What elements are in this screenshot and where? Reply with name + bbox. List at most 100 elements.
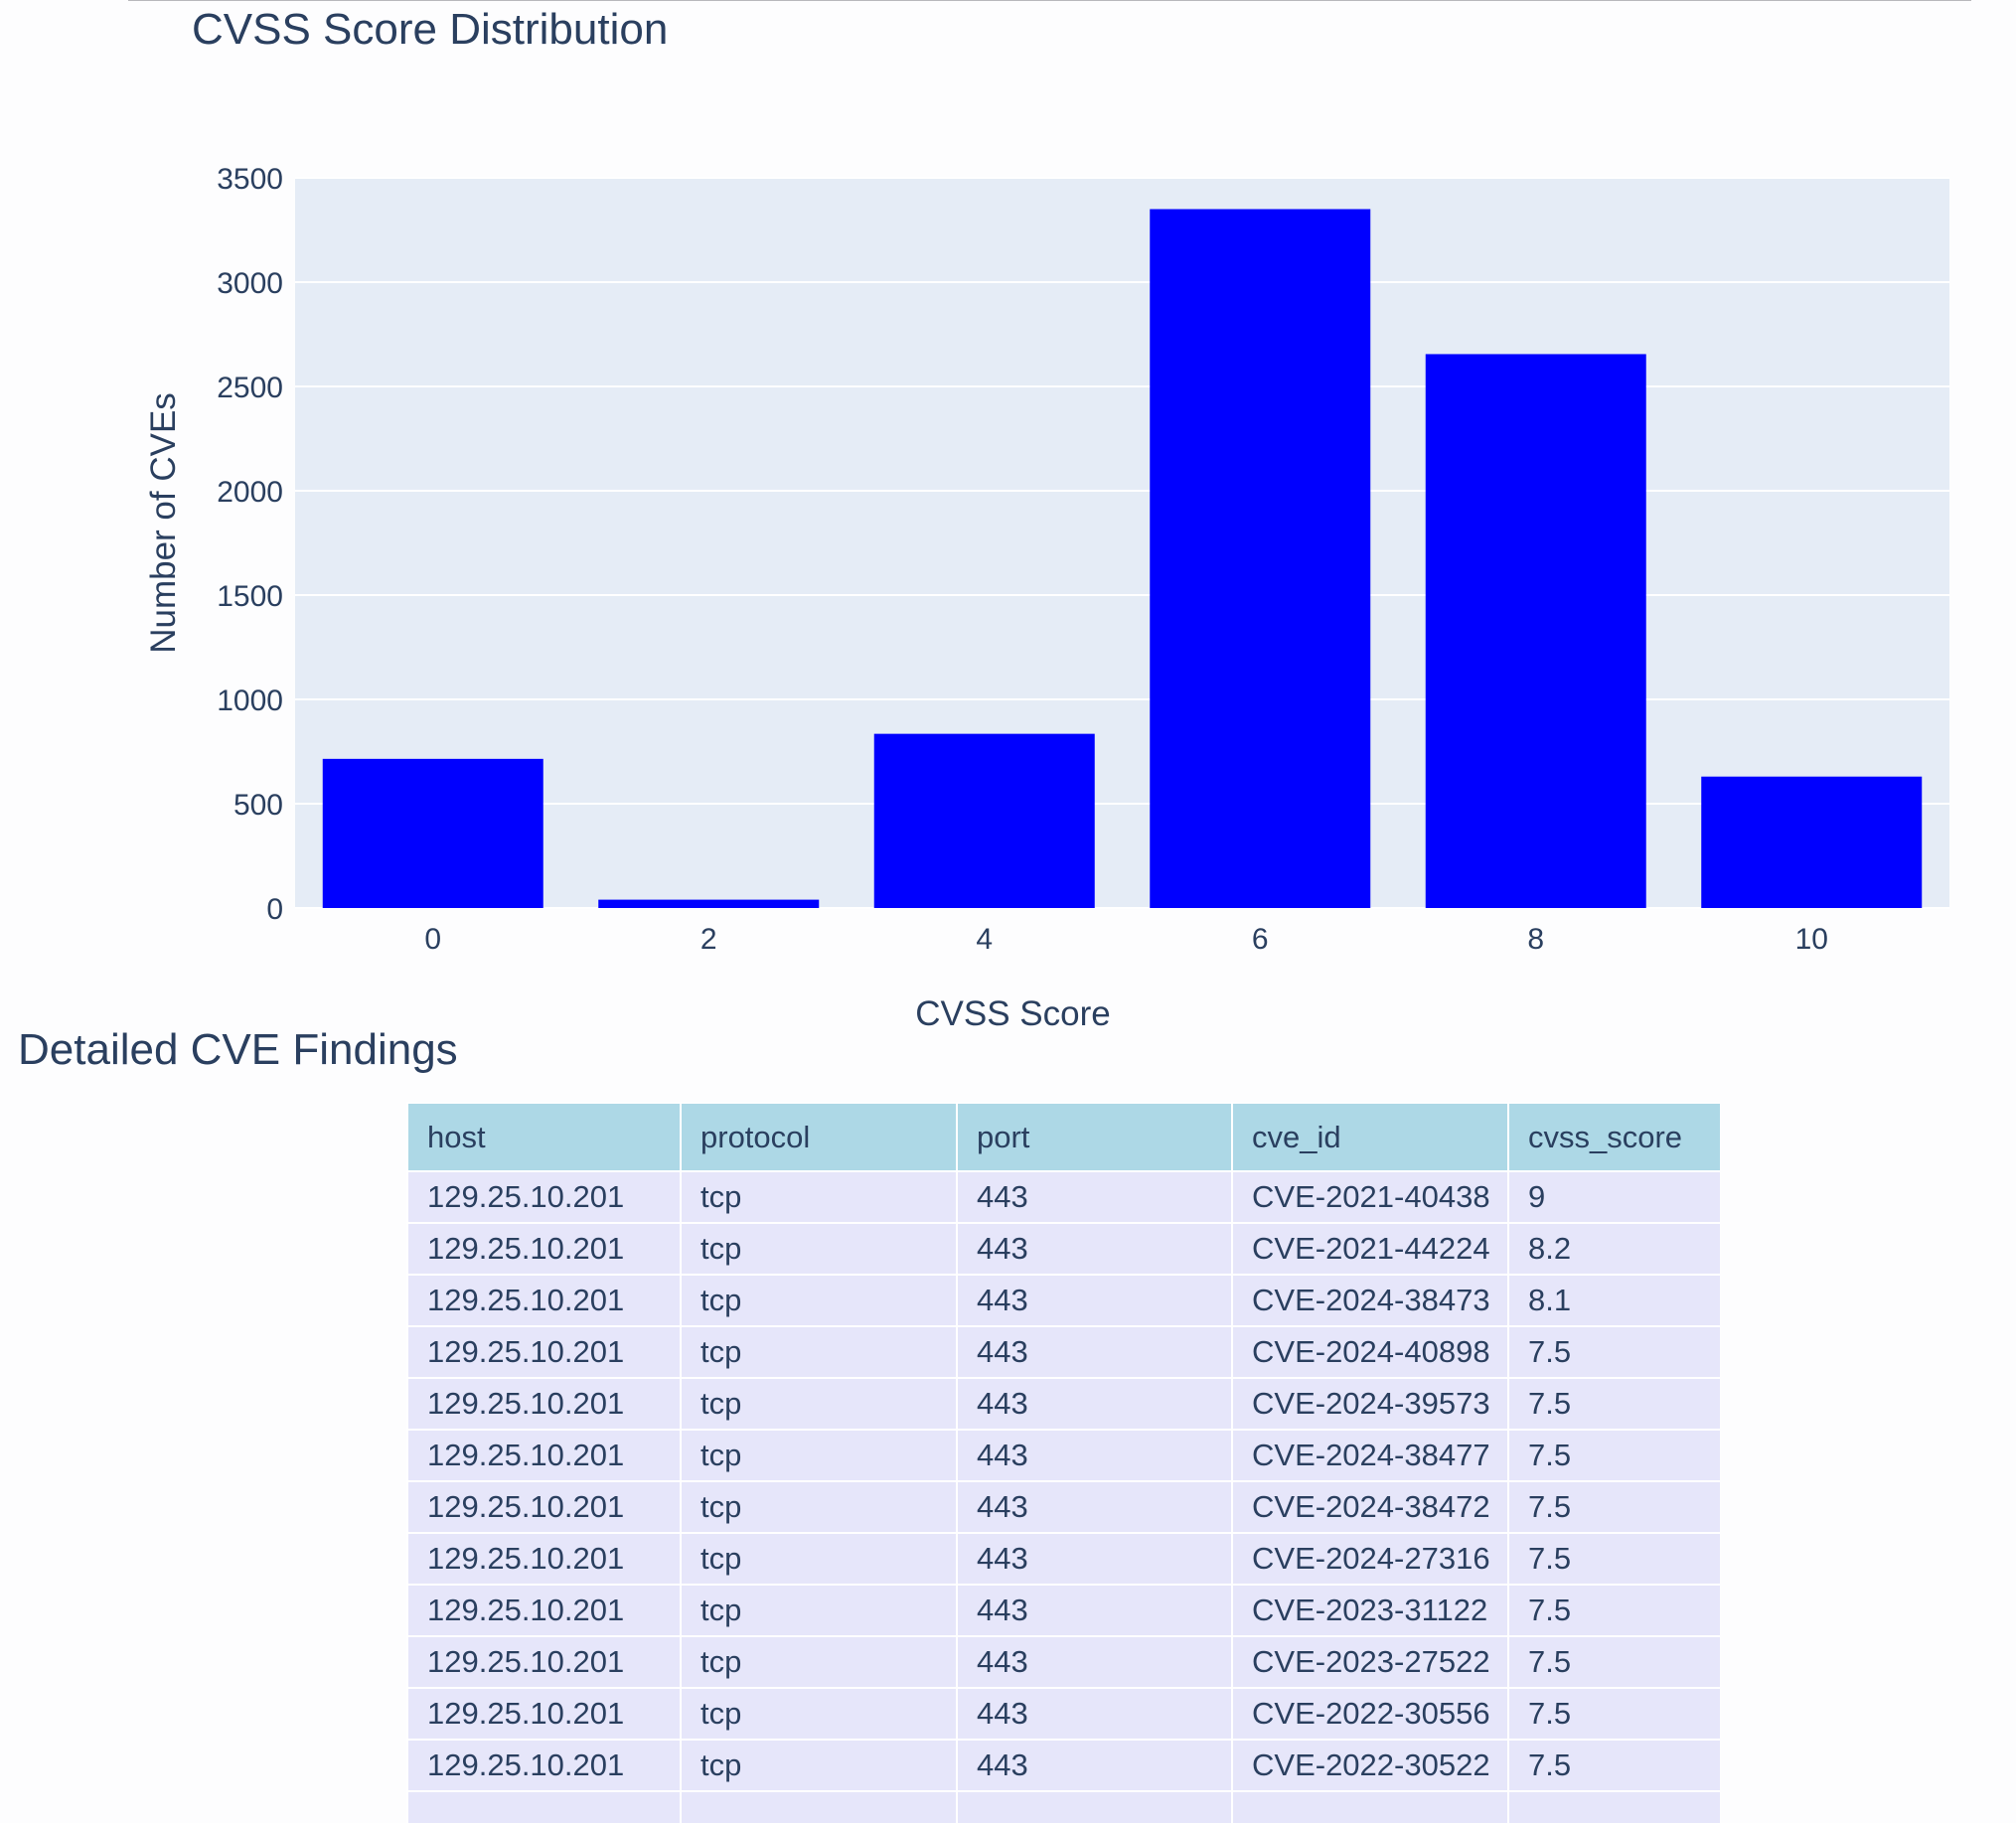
cell-port: 443 bbox=[956, 1480, 1233, 1534]
x-axis-ticks: 0 2 4 6 8 10 bbox=[424, 923, 1828, 956]
cell-cvss-score: 7.5 bbox=[1507, 1480, 1720, 1534]
table-row: 129.25.10.201 tcp 443 CVE-2021-40438 9 bbox=[406, 1170, 1720, 1224]
cell-cvss-score: 7.5 bbox=[1507, 1635, 1720, 1689]
x-tick-label: 0 bbox=[424, 923, 441, 956]
cell-protocol: tcp bbox=[680, 1222, 958, 1276]
cell-cve-id: CVE-2024-39573 bbox=[1231, 1377, 1509, 1431]
bar-cvss-6 bbox=[1150, 209, 1371, 908]
cell-protocol: tcp bbox=[680, 1687, 958, 1741]
y-axis-title: Number of CVEs bbox=[144, 392, 183, 654]
cvss-bar-chart: CVSS Score Distribution 0 500 1000 1500 2000… bbox=[144, 5, 1949, 1033]
cell-host: 129.25.10.201 bbox=[406, 1222, 682, 1276]
section-title: Detailed CVE Findings bbox=[18, 1025, 458, 1074]
y-axis-ticks: 0 500 1000 1500 2000 2500 3000 3500 bbox=[217, 163, 283, 926]
cell-cvss-score bbox=[1507, 1790, 1720, 1823]
cell-cvss-score: 7.5 bbox=[1507, 1584, 1720, 1637]
gridlines bbox=[295, 177, 1949, 909]
cell-cvss-score: 7.5 bbox=[1507, 1739, 1720, 1792]
cell-cvss-score: 7.5 bbox=[1507, 1325, 1720, 1379]
table-row: 129.25.10.201 tcp 443 CVE-2022-30556 7.5 bbox=[406, 1687, 1720, 1741]
cell-cve-id: CVE-2023-31122 bbox=[1231, 1584, 1509, 1637]
x-tick-label: 4 bbox=[976, 923, 993, 956]
x-tick-label: 2 bbox=[700, 923, 717, 956]
cell-port: 443 bbox=[956, 1429, 1233, 1482]
cell-port: 443 bbox=[956, 1739, 1233, 1792]
y-tick-label: 3000 bbox=[217, 267, 283, 300]
cell-cvss-score: 7.5 bbox=[1507, 1532, 1720, 1586]
cell-host bbox=[406, 1790, 682, 1823]
cell-protocol: tcp bbox=[680, 1429, 958, 1482]
cell-host: 129.25.10.201 bbox=[406, 1377, 682, 1431]
cell-port: 443 bbox=[956, 1687, 1233, 1741]
y-tick-label: 0 bbox=[266, 893, 283, 926]
bar-cvss-2 bbox=[598, 899, 820, 908]
table-row: 129.25.10.201 tcp 443 CVE-2024-38477 7.5 bbox=[406, 1429, 1720, 1482]
table-row: 129.25.10.201 tcp 443 CVE-2024-39573 7.5 bbox=[406, 1377, 1720, 1431]
cell-cvss-score: 7.5 bbox=[1507, 1377, 1720, 1431]
x-tick-label: 6 bbox=[1252, 923, 1269, 956]
x-axis-title: CVSS Score bbox=[915, 994, 1110, 1033]
y-tick-label: 500 bbox=[233, 789, 283, 822]
cell-protocol: tcp bbox=[680, 1325, 958, 1379]
table-header-row: host protocol port cve_id cvss_score bbox=[406, 1102, 1720, 1172]
table-row bbox=[406, 1790, 1720, 1823]
cell-cve-id bbox=[1231, 1790, 1509, 1823]
table-row: 129.25.10.201 tcp 443 CVE-2024-40898 7.5 bbox=[406, 1325, 1720, 1379]
table-row: 129.25.10.201 tcp 443 CVE-2021-44224 8.2 bbox=[406, 1222, 1720, 1276]
y-tick-label: 1000 bbox=[217, 684, 283, 717]
bar-cvss-8 bbox=[1425, 354, 1646, 908]
y-tick-label: 2500 bbox=[217, 372, 283, 404]
cell-cvss-score: 9 bbox=[1507, 1170, 1720, 1224]
cell-cve-id: CVE-2022-30556 bbox=[1231, 1687, 1509, 1741]
cell-port: 443 bbox=[956, 1377, 1233, 1431]
cell-cvss-score: 8.2 bbox=[1507, 1222, 1720, 1276]
cell-host: 129.25.10.201 bbox=[406, 1480, 682, 1534]
cell-protocol: tcp bbox=[680, 1480, 958, 1534]
cve-findings-table-container: host protocol port cve_id cvss_score 129… bbox=[406, 1102, 1720, 1823]
cell-cve-id: CVE-2021-40438 bbox=[1231, 1170, 1509, 1224]
cell-cve-id: CVE-2024-40898 bbox=[1231, 1325, 1509, 1379]
cell-port: 443 bbox=[956, 1325, 1233, 1379]
bar-cvss-10 bbox=[1701, 776, 1923, 908]
table-row: 129.25.10.201 tcp 443 CVE-2024-27316 7.5 bbox=[406, 1532, 1720, 1586]
cell-port: 443 bbox=[956, 1222, 1233, 1276]
cell-host: 129.25.10.201 bbox=[406, 1429, 682, 1482]
y-tick-label: 1500 bbox=[217, 580, 283, 613]
cell-cve-id: CVE-2021-44224 bbox=[1231, 1222, 1509, 1276]
top-divider bbox=[128, 0, 1971, 1]
cve-findings-table: host protocol port cve_id cvss_score 129… bbox=[406, 1102, 1720, 1823]
table-row: 129.25.10.201 tcp 443 CVE-2024-38473 8.1 bbox=[406, 1274, 1720, 1327]
cell-port bbox=[956, 1790, 1233, 1823]
header-protocol: protocol bbox=[680, 1102, 958, 1172]
cell-protocol: tcp bbox=[680, 1377, 958, 1431]
cell-port: 443 bbox=[956, 1532, 1233, 1586]
cell-protocol: tcp bbox=[680, 1170, 958, 1224]
cell-protocol: tcp bbox=[680, 1635, 958, 1689]
plot-area bbox=[295, 178, 1949, 908]
cell-port: 443 bbox=[956, 1584, 1233, 1637]
cell-protocol: tcp bbox=[680, 1584, 958, 1637]
x-tick-label: 10 bbox=[1795, 923, 1828, 956]
cell-cve-id: CVE-2024-38472 bbox=[1231, 1480, 1509, 1534]
cell-host: 129.25.10.201 bbox=[406, 1584, 682, 1637]
cell-host: 129.25.10.201 bbox=[406, 1635, 682, 1689]
header-cve-id: cve_id bbox=[1231, 1102, 1509, 1172]
cell-cve-id: CVE-2022-30522 bbox=[1231, 1739, 1509, 1792]
table-row: 129.25.10.201 tcp 443 CVE-2022-30522 7.5 bbox=[406, 1739, 1720, 1792]
cell-host: 129.25.10.201 bbox=[406, 1739, 682, 1792]
cell-host: 129.25.10.201 bbox=[406, 1687, 682, 1741]
y-tick-label: 3500 bbox=[217, 163, 283, 196]
header-host: host bbox=[406, 1102, 682, 1172]
cell-cve-id: CVE-2023-27522 bbox=[1231, 1635, 1509, 1689]
table-row: 129.25.10.201 tcp 443 CVE-2023-27522 7.5 bbox=[406, 1635, 1720, 1689]
cell-port: 443 bbox=[956, 1274, 1233, 1327]
header-port: port bbox=[956, 1102, 1233, 1172]
bar-cvss-4 bbox=[873, 733, 1095, 908]
cell-protocol: tcp bbox=[680, 1274, 958, 1327]
cell-port: 443 bbox=[956, 1635, 1233, 1689]
cell-host: 129.25.10.201 bbox=[406, 1170, 682, 1224]
table-body: 129.25.10.201 tcp 443 CVE-2021-40438 9 129.25… bbox=[406, 1170, 1720, 1823]
cell-port: 443 bbox=[956, 1170, 1233, 1224]
cell-protocol: tcp bbox=[680, 1739, 958, 1792]
